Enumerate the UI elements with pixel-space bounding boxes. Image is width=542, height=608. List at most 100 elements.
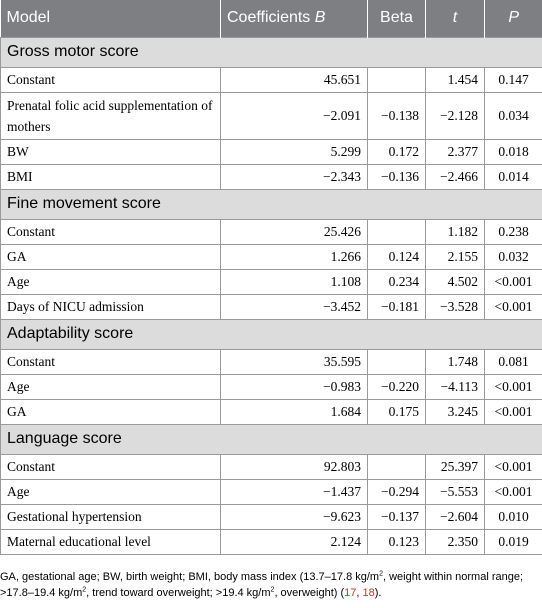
t-cell: 1.182 bbox=[425, 218, 485, 245]
footnote-text: GA, gestational age; BW, birth weight; B… bbox=[0, 571, 380, 583]
footnote-superscript: 2 bbox=[379, 570, 383, 578]
section-title: Adaptability score bbox=[0, 318, 542, 350]
beta-cell bbox=[367, 453, 426, 480]
beta-cell: −0.136 bbox=[367, 163, 426, 190]
reference-link[interactable]: 18 bbox=[362, 587, 375, 599]
p-cell: 0.019 bbox=[484, 528, 542, 555]
beta-cell: −0.181 bbox=[367, 293, 426, 320]
row-label: Constant bbox=[0, 453, 221, 480]
coefficient-b-cell: −9.623 bbox=[220, 503, 368, 530]
p-cell: 0.034 bbox=[484, 91, 542, 140]
table-header: Model Coefficients B Beta t P bbox=[0, 0, 542, 37]
row-label: Constant bbox=[0, 66, 221, 93]
row-label: Maternal educational level bbox=[0, 528, 221, 555]
t-cell: −5.553 bbox=[425, 478, 485, 505]
table-row: Age 1.108 0.234 4.502 <0.001 bbox=[0, 268, 542, 295]
beta-cell: −0.138 bbox=[367, 91, 426, 140]
header-beta: Beta bbox=[367, 0, 426, 37]
table-row: Constant 35.595 1.748 0.081 bbox=[0, 348, 542, 375]
table-row: BMI −2.343 −0.136 −2.466 0.014 bbox=[0, 163, 542, 190]
beta-cell: −0.220 bbox=[367, 373, 426, 400]
coefficient-b-cell: 45.651 bbox=[220, 66, 368, 93]
beta-cell: 0.234 bbox=[367, 268, 426, 295]
section-row: Adaptability score bbox=[0, 318, 542, 350]
table-row: Age −1.437 −0.294 −5.553 <0.001 bbox=[0, 478, 542, 505]
beta-cell bbox=[367, 218, 426, 245]
reference-link[interactable]: 17 bbox=[344, 587, 357, 599]
coefficient-b-cell: 1.108 bbox=[220, 268, 368, 295]
coefficient-b-cell: 2.124 bbox=[220, 528, 368, 555]
footnote-superscript: 2 bbox=[82, 586, 87, 594]
coefficient-b-cell: 92.803 bbox=[220, 453, 368, 480]
table-row: Maternal educational level 2.124 0.123 2.35… bbox=[0, 528, 542, 555]
table-row: Constant 25.426 1.182 0.238 bbox=[0, 218, 542, 245]
header-coefficients: Coefficients B bbox=[220, 0, 368, 37]
table-row: GA 1.684 0.175 3.245 <0.001 bbox=[0, 398, 542, 425]
p-cell: <0.001 bbox=[484, 478, 542, 505]
regression-table: Model Coefficients B Beta t P Gross moto… bbox=[0, 0, 542, 555]
t-cell: 3.245 bbox=[425, 398, 485, 425]
row-label: BW bbox=[0, 138, 221, 165]
t-cell: −2.604 bbox=[425, 503, 485, 530]
header-t: t bbox=[425, 0, 485, 37]
footnote-text: , overweight) ( bbox=[274, 587, 345, 599]
row-label: Constant bbox=[0, 348, 221, 375]
row-label: Days of NICU admission bbox=[0, 293, 221, 320]
p-cell: 0.032 bbox=[484, 243, 542, 270]
coefficient-b-cell: 1.684 bbox=[220, 398, 368, 425]
p-cell: 0.147 bbox=[484, 66, 542, 93]
table-row: Days of NICU admission −3.452 −0.181 −3.528… bbox=[0, 293, 542, 320]
t-cell: −2.128 bbox=[425, 91, 485, 140]
table-row: GA 1.266 0.124 2.155 0.032 bbox=[0, 243, 542, 270]
beta-cell: −0.137 bbox=[367, 503, 426, 530]
coefficient-b-cell: 5.299 bbox=[220, 138, 368, 165]
p-cell: <0.001 bbox=[484, 398, 542, 425]
row-label: Gestational hypertension bbox=[0, 503, 221, 530]
beta-cell: −0.294 bbox=[367, 478, 426, 505]
p-cell: 0.081 bbox=[484, 348, 542, 375]
table-row: Prenatal folic acid supplementation of m… bbox=[0, 91, 542, 140]
t-cell: 1.454 bbox=[425, 66, 485, 93]
section-row: Language score bbox=[0, 423, 542, 455]
beta-cell: 0.123 bbox=[367, 528, 426, 555]
row-label: BMI bbox=[0, 163, 221, 190]
t-cell: 2.155 bbox=[425, 243, 485, 270]
section-title: Language score bbox=[0, 423, 542, 455]
p-cell: 0.010 bbox=[484, 503, 542, 530]
coefficient-b-cell: 1.266 bbox=[220, 243, 368, 270]
table-row: Age −0.983 −0.220 −4.113 <0.001 bbox=[0, 373, 542, 400]
t-cell: 1.748 bbox=[425, 348, 485, 375]
header-p: P bbox=[484, 0, 542, 37]
coefficient-b-cell: 35.595 bbox=[220, 348, 368, 375]
table-row: Constant 92.803 25.397 <0.001 bbox=[0, 453, 542, 480]
row-label: Age bbox=[0, 478, 221, 505]
section-title: Gross motor score bbox=[0, 36, 542, 68]
coefficient-b-cell: 25.426 bbox=[220, 218, 368, 245]
p-cell: <0.001 bbox=[484, 453, 542, 480]
p-cell: <0.001 bbox=[484, 373, 542, 400]
p-cell: <0.001 bbox=[484, 293, 542, 320]
t-cell: −4.113 bbox=[425, 373, 485, 400]
header-model: Model bbox=[0, 0, 221, 37]
t-cell: 4.502 bbox=[425, 268, 485, 295]
beta-cell: 0.172 bbox=[367, 138, 426, 165]
footnote-text: , trend toward overweight; >19.4 kg/m bbox=[86, 587, 271, 599]
table-footnote: GA, gestational age; BW, birth weight; B… bbox=[0, 569, 542, 601]
header-coefficients-label: Coefficients B bbox=[227, 9, 326, 27]
table-row: BW 5.299 0.172 2.377 0.018 bbox=[0, 138, 542, 165]
p-cell: 0.018 bbox=[484, 138, 542, 165]
coefficient-b-cell: −3.452 bbox=[220, 293, 368, 320]
row-label: Constant bbox=[0, 218, 221, 245]
coefficient-b-cell: −2.343 bbox=[220, 163, 368, 190]
table-body: Gross motor score Constant 45.651 1.454 0.14… bbox=[0, 36, 542, 555]
t-cell: 25.397 bbox=[425, 453, 485, 480]
beta-cell: 0.175 bbox=[367, 398, 426, 425]
beta-cell: 0.124 bbox=[367, 243, 426, 270]
t-cell: −2.466 bbox=[425, 163, 485, 190]
row-label: Age bbox=[0, 373, 221, 400]
row-label: GA bbox=[0, 398, 221, 425]
footnote-text: ). bbox=[374, 587, 382, 599]
row-label: GA bbox=[0, 243, 221, 270]
section-row: Fine movement score bbox=[0, 188, 542, 220]
coefficient-b-cell: −0.983 bbox=[220, 373, 368, 400]
